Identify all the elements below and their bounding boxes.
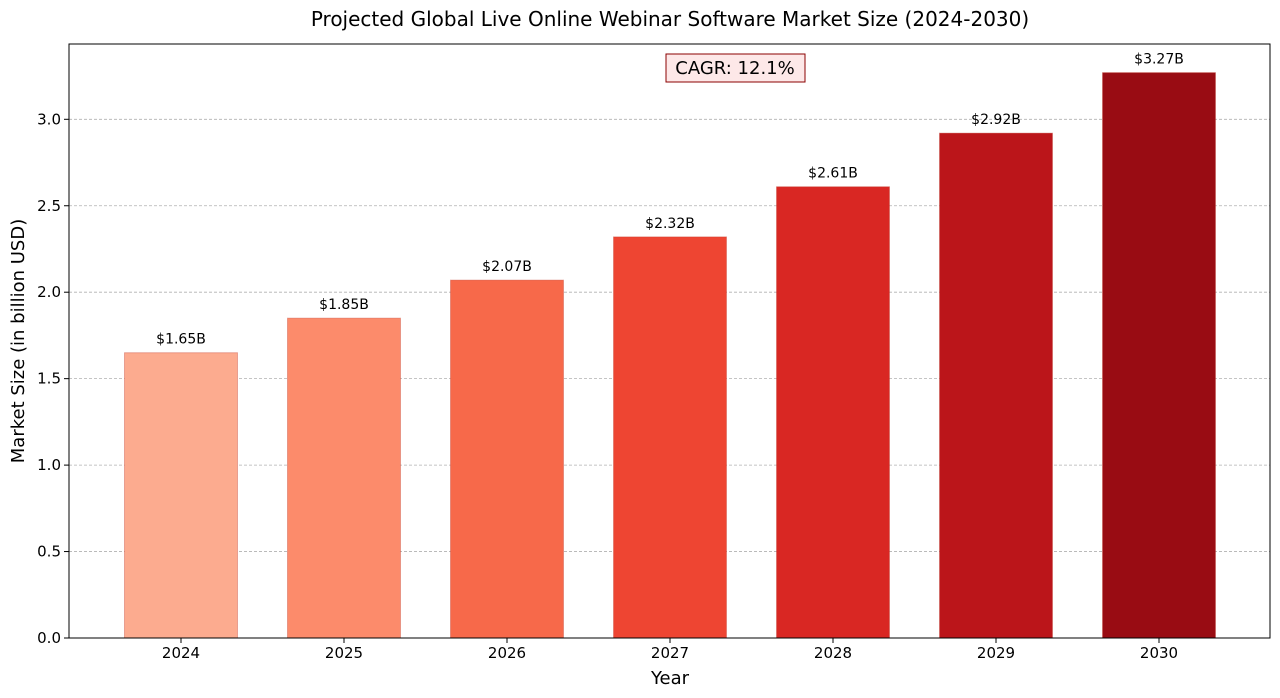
cagr-annotation: CAGR: 12.1% (665, 53, 806, 83)
x-tick-label-2025: 2025 (325, 644, 363, 662)
data-labels-group: $1.65B $1.85B $2.07B $2.32B $2.61B $2.92B $3.2… (156, 52, 1184, 348)
y-tick-label: 1.0 (37, 456, 61, 474)
y-tick-label: 1.5 (37, 370, 61, 388)
y-axis-title: Market Size (in billion USD) (8, 219, 29, 463)
x-axis-ticks: 2024 2025 2026 2027 2028 2029 2030 (162, 638, 1178, 662)
data-label-2029: $2.92B (971, 112, 1021, 128)
bar-2028 (776, 186, 890, 639)
x-tick-label-2028: 2028 (814, 644, 852, 662)
bar-2024 (124, 352, 238, 639)
y-tick-label: 2.0 (37, 283, 61, 301)
x-tick-label-2030: 2030 (1140, 644, 1178, 662)
x-tick-label-2024: 2024 (162, 644, 200, 662)
chart-title: Projected Global Live Online Webinar Sof… (311, 7, 1029, 31)
x-tick-label-2026: 2026 (488, 644, 526, 662)
y-tick-label: 3.0 (37, 110, 61, 128)
y-axis-ticks: 0.0 0.5 1.0 1.5 2.0 2.5 3.0 (37, 110, 69, 647)
bar-2027 (613, 236, 727, 639)
data-label-2030: $3.27B (1134, 52, 1184, 68)
y-tick-label: 0.5 (37, 543, 61, 561)
x-tick-label-2027: 2027 (651, 644, 689, 662)
plot-frame (68, 43, 1271, 639)
y-tick-label: 0.0 (37, 629, 61, 647)
data-label-2028: $2.61B (808, 166, 858, 182)
cagr-annotation-box (665, 53, 806, 83)
bars-group (124, 72, 1216, 639)
cagr-annotation-text: CAGR: 12.1% (675, 58, 794, 79)
bar-2029 (939, 132, 1053, 639)
data-label-2025: $1.85B (319, 297, 369, 313)
y-tick-label: 2.5 (37, 197, 61, 215)
bar-2025 (287, 317, 401, 639)
bar-2026 (450, 279, 564, 639)
x-axis-title: Year (650, 668, 690, 689)
data-label-2026: $2.07B (482, 259, 532, 275)
data-label-2024: $1.65B (156, 332, 206, 348)
bar-2030 (1102, 72, 1216, 639)
x-tick-label-2029: 2029 (977, 644, 1015, 662)
data-label-2027: $2.32B (645, 216, 695, 232)
